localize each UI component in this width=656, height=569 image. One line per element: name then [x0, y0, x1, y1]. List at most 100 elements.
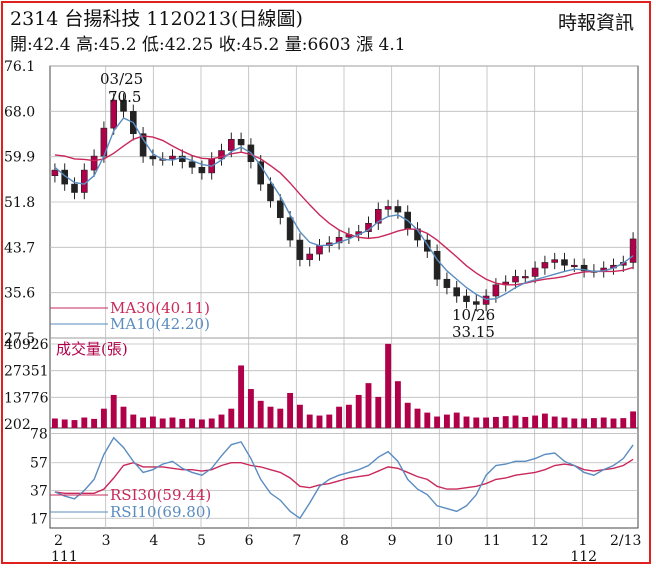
candle	[149, 149, 157, 166]
volume-bar	[473, 417, 480, 428]
volume-bar	[551, 416, 558, 428]
volume-bar	[218, 414, 225, 428]
candle	[120, 93, 127, 119]
rsi30-line	[54, 458, 634, 494]
volume-bar	[336, 406, 343, 428]
price-tick-label: 68.0	[4, 104, 35, 120]
candle	[228, 132, 235, 158]
candle-body	[629, 238, 637, 263]
candle-body	[374, 208, 382, 224]
candle-body	[561, 259, 568, 266]
volume-bar	[247, 389, 254, 428]
candle-body	[296, 239, 304, 260]
rsi30-legend: RSI30(59.44)	[110, 486, 211, 504]
candle	[453, 280, 461, 303]
candle-body	[90, 155, 98, 171]
candle	[139, 127, 147, 163]
candle-body	[257, 161, 265, 185]
volume-bar	[296, 404, 303, 428]
candle	[296, 233, 304, 267]
volume-bar	[355, 394, 362, 428]
candle	[580, 258, 588, 278]
volume-bar	[532, 415, 539, 428]
volume-bar	[630, 411, 637, 428]
candle-body	[492, 284, 500, 297]
candle	[443, 272, 451, 295]
ma30-line	[54, 135, 634, 286]
candle	[374, 202, 382, 230]
volume-bar	[463, 416, 470, 428]
volume-bar	[522, 416, 529, 428]
ma10-line	[54, 117, 634, 301]
candle	[512, 269, 519, 289]
volume-bar	[443, 414, 450, 428]
price-tick-label: 51.8	[4, 195, 35, 211]
volume-bar	[424, 412, 431, 428]
rsi-tick-label: 78	[30, 427, 48, 443]
volume-bar	[326, 414, 333, 428]
volume-bar	[91, 418, 98, 428]
volume-bar	[590, 418, 597, 428]
candle-body	[551, 259, 559, 263]
volume-bar	[610, 418, 617, 428]
month-label: 5	[197, 533, 206, 549]
candle	[345, 227, 353, 244]
volume-bar	[71, 420, 78, 428]
candle	[335, 230, 343, 250]
volume-bar	[198, 419, 205, 428]
candle	[551, 252, 559, 270]
candle-body	[443, 278, 451, 288]
volume-bar	[453, 412, 460, 428]
price-tick-label: 43.7	[4, 240, 35, 256]
candle	[463, 289, 470, 309]
candle-body	[482, 295, 490, 305]
candle-body	[218, 150, 225, 160]
candle	[257, 154, 265, 191]
volume-bar	[159, 418, 166, 428]
volume-bar	[238, 365, 245, 428]
stock-title: 2314 台揚科技 1120213(日線圖)	[10, 8, 303, 30]
candle	[81, 163, 88, 200]
volume-bar	[169, 417, 176, 428]
volume-bar	[120, 406, 127, 428]
volume-bar	[385, 343, 392, 428]
candle-body	[531, 267, 539, 277]
volume-bar	[404, 402, 411, 428]
candle-body	[267, 183, 274, 202]
candle	[384, 199, 392, 216]
candle	[169, 149, 176, 166]
candle	[502, 275, 510, 292]
high-value-annotation: 70.5	[108, 88, 141, 106]
low-date-annotation: 10/26	[452, 306, 495, 324]
volume-bar	[149, 416, 156, 428]
candle-body	[472, 301, 480, 305]
volume-bar	[140, 417, 147, 428]
candle-body	[463, 295, 470, 302]
volume-tick-label: 27351	[4, 364, 49, 380]
month-label: 9	[388, 533, 397, 549]
volume-bar	[267, 406, 274, 428]
candle-body	[384, 206, 392, 210]
candle	[237, 132, 245, 152]
source-label: 時報資訊	[557, 12, 634, 34]
candle	[110, 93, 117, 135]
volume-bar	[600, 417, 607, 428]
candle-body	[570, 264, 578, 268]
volume-bar	[51, 418, 58, 428]
month-label: 2	[54, 533, 63, 549]
volume-bar	[620, 418, 627, 428]
candle	[414, 222, 421, 247]
rsi10-legend: RSI10(69.80)	[110, 503, 211, 521]
candle	[629, 232, 637, 270]
candle-body	[188, 161, 196, 168]
candle-body	[433, 250, 441, 280]
volume-title: 成交量(張)	[56, 340, 128, 358]
candle-body	[169, 155, 176, 160]
volume-bar	[414, 408, 421, 428]
rsi-tick-label: 37	[30, 484, 48, 500]
month-label: 4	[149, 533, 158, 549]
month-label: 8	[340, 533, 349, 549]
high-date-annotation: 03/25	[100, 70, 143, 88]
price-stats: 開:42.4 高:45.2 低:42.25 收:45.2 量:6603 漲 4.…	[10, 35, 406, 55]
